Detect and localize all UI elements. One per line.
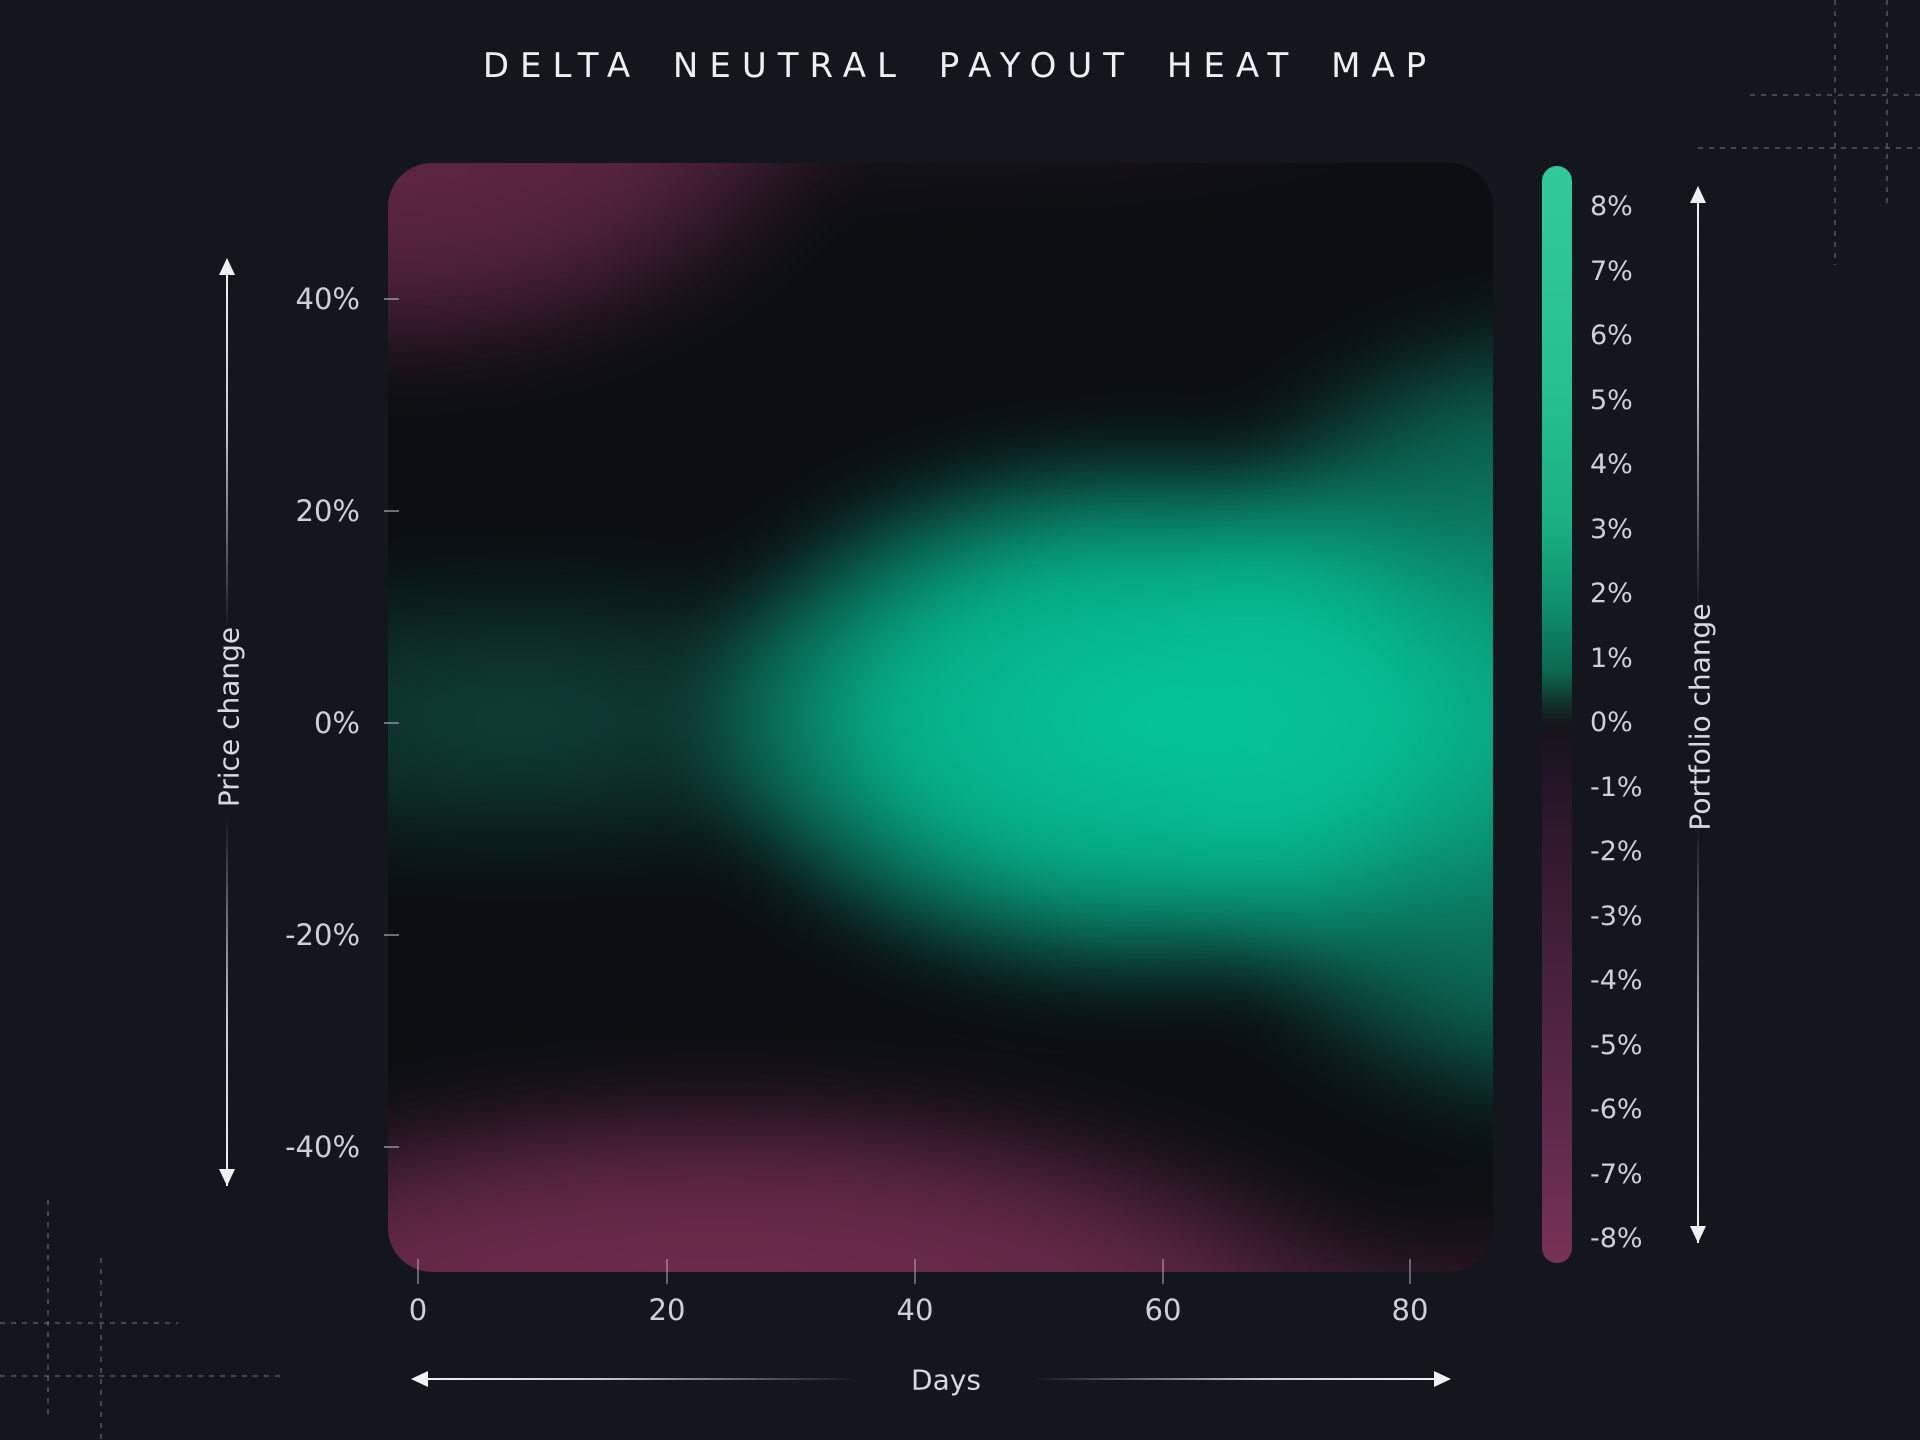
colorbar-tick-label: 3% (1590, 514, 1633, 545)
colorbar-tick-label: 7% (1590, 256, 1633, 287)
arrow-down-icon (1690, 1226, 1706, 1243)
colorbar-tick-label: 8% (1590, 191, 1633, 222)
y-tick-mark (384, 1146, 399, 1148)
colorbar-tick-label: 4% (1590, 449, 1633, 480)
colorbar-tick-label: -3% (1590, 901, 1643, 932)
decor-dashed-line (1834, 0, 1836, 265)
colorbar (1542, 166, 1572, 1263)
decor-dashed-line (0, 1322, 178, 1324)
arrow-right-icon (1434, 1371, 1451, 1387)
x-tick-label: 60 (1144, 1293, 1182, 1327)
decor-dashed-line (1698, 147, 1920, 149)
x-tick-label: 80 (1391, 1293, 1429, 1327)
colorbar-tick-label: -1% (1590, 772, 1643, 803)
decor-dashed-line (100, 1258, 102, 1440)
y-tick-mark (384, 722, 399, 724)
y-tick-label: 20% (295, 494, 360, 528)
colorbar-tick-label: 0% (1590, 707, 1633, 738)
colorbar-tick-label: -8% (1590, 1223, 1643, 1254)
y-tick-label: 0% (313, 706, 360, 740)
decor-dashed-line (1750, 94, 1920, 96)
colorbar-tick-label: -2% (1590, 836, 1643, 867)
decor-dashed-line (1886, 0, 1888, 205)
y-tick-mark (384, 934, 399, 936)
colorbar-tick-label: 2% (1590, 578, 1633, 609)
decor-dashed-line (47, 1200, 49, 1415)
colorbar-tick-label: -6% (1590, 1094, 1643, 1125)
colorbar-tick-label: 6% (1590, 320, 1633, 351)
y-tick-label: 40% (295, 282, 360, 316)
colorbar-tick-label: -4% (1590, 965, 1643, 996)
x-tick-label: 20 (648, 1293, 686, 1327)
price-change-axis-arrow-line (226, 262, 228, 1186)
x-tick-mark (417, 1259, 419, 1284)
arrow-up-icon (1690, 186, 1706, 203)
colorbar-tick-label: -7% (1590, 1159, 1643, 1190)
colorbar-tick-label: 1% (1590, 643, 1633, 674)
x-tick-label: 40 (896, 1293, 934, 1327)
colorbar-tick-label: 5% (1590, 385, 1633, 416)
x-tick-mark (1162, 1259, 1164, 1284)
y-tick-mark (384, 510, 399, 512)
y-tick-label: -40% (285, 1130, 360, 1164)
y-tick-mark (384, 298, 399, 300)
days-axis-arrow-line (415, 1378, 1447, 1380)
page-title: DELTA NEUTRAL PAYOUT HEAT MAP (482, 46, 1438, 86)
x-tick-mark (666, 1259, 668, 1284)
y-axis-title: Price change (212, 626, 246, 808)
arrow-left-icon (411, 1371, 428, 1387)
arrow-down-icon (219, 1169, 235, 1186)
x-tick-mark (914, 1259, 916, 1284)
heatmap-gradient (388, 163, 1493, 1272)
colorbar-tick-label: -5% (1590, 1030, 1643, 1061)
decor-dashed-line (0, 1375, 285, 1377)
portfolio-change-axis-arrow-line (1697, 190, 1699, 1243)
x-tick-mark (1409, 1259, 1411, 1284)
x-tick-label: 0 (408, 1293, 428, 1327)
colorbar-title: Portfolio change (1683, 603, 1717, 831)
y-tick-label: -20% (285, 918, 360, 952)
x-axis-title: Days (911, 1363, 981, 1397)
arrow-up-icon (219, 258, 235, 275)
heatmap-canvas (388, 163, 1493, 1272)
